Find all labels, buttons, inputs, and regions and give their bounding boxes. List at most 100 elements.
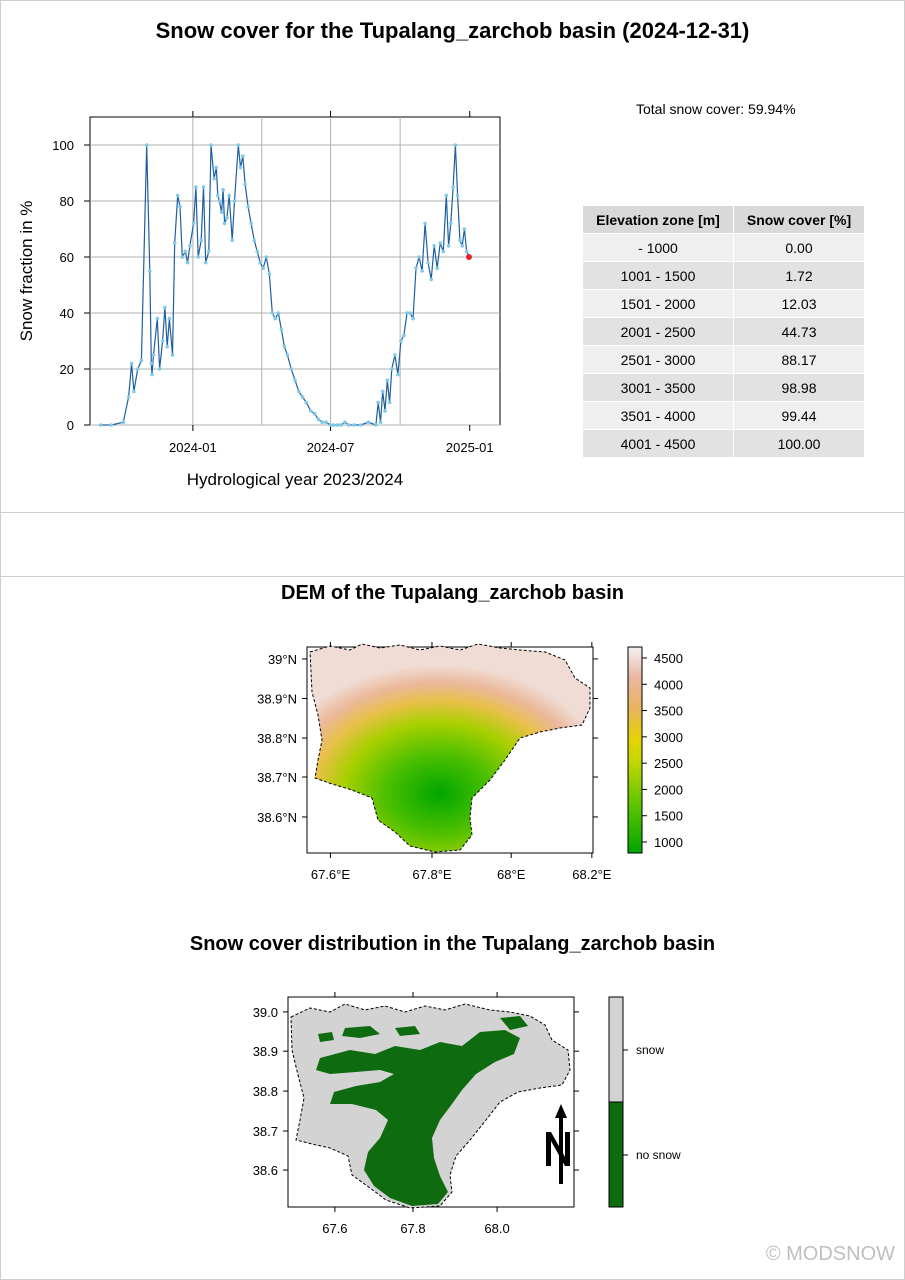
y-tick-label: 40	[60, 306, 74, 321]
data-point	[261, 266, 266, 271]
data-point	[188, 244, 192, 248]
data-point	[246, 204, 250, 209]
data-point	[429, 277, 434, 282]
snow-map-title: Snow cover distribution in the Tupalang_…	[189, 933, 716, 955]
data-point	[121, 420, 126, 425]
y-tick-label: 100	[52, 138, 74, 153]
data-point	[402, 333, 406, 338]
table-row: 3001 - 3500 98.98	[582, 373, 865, 402]
x-tick-label: 2024-01	[169, 440, 217, 455]
data-point	[423, 221, 427, 226]
data-point	[324, 420, 328, 425]
data-point	[453, 143, 458, 147]
data-point	[282, 344, 287, 349]
data-point	[150, 372, 154, 377]
data-point	[399, 339, 403, 343]
table-row: 3501 - 4000 99.44	[582, 401, 865, 430]
data-point	[378, 420, 383, 425]
y-tick-label: 39°N	[268, 652, 297, 667]
snow-fraction-line	[100, 144, 470, 426]
data-point	[414, 266, 418, 271]
data-point	[209, 143, 213, 147]
chart-y-label: Snow fraction in %	[17, 201, 36, 342]
x-tick-label: 2025-01	[446, 440, 494, 455]
data-point	[279, 328, 284, 332]
column-header-snow-cover: Snow cover [%]	[733, 205, 865, 234]
snow-cover-map: 39.0 38.9 38.8 38.7 38.6 67.6 67.8 68.0 snow no …	[253, 992, 681, 1236]
data-point	[212, 176, 216, 181]
data-point	[264, 255, 269, 259]
y-tick-label: 60	[60, 250, 74, 265]
data-point	[129, 361, 134, 366]
data-point	[339, 423, 343, 427]
data-point	[249, 221, 253, 226]
chart-series	[98, 143, 472, 427]
data-point	[157, 367, 162, 371]
chart-axes: 0 20 40 60 80 100 2024-01 2024-07 2025-01	[52, 111, 494, 455]
data-point	[276, 311, 281, 315]
data-point	[170, 353, 175, 357]
data-point	[109, 423, 113, 427]
y-tick-label: 38.9°N	[257, 692, 297, 707]
data-point	[232, 199, 237, 203]
data-point	[267, 272, 272, 276]
table-row: - 1000 0.00	[582, 233, 865, 262]
column-header-elevation: Elevation zone [m]	[582, 205, 734, 234]
data-point	[426, 260, 430, 265]
data-point	[435, 266, 440, 271]
data-point	[236, 143, 241, 147]
table-row: 1501 - 2000 12.03	[582, 289, 865, 318]
elevation-zone-cell: 4001 - 4500	[582, 429, 734, 458]
data-point	[255, 249, 259, 254]
data-point	[387, 400, 392, 405]
data-point	[258, 260, 263, 265]
data-point	[217, 199, 222, 203]
y-tick-label: 39.0	[253, 1005, 278, 1020]
data-point	[132, 389, 136, 394]
data-point	[408, 311, 412, 315]
dem-legend-bar	[627, 646, 643, 854]
data-point	[178, 204, 182, 209]
dem-basin-shape	[309, 643, 591, 853]
legend-label: 3000	[654, 730, 683, 745]
data-point	[328, 423, 333, 427]
y-tick-label: 38.7°N	[257, 770, 297, 785]
data-point	[309, 409, 313, 413]
x-tick-label: 67.8°E	[412, 867, 452, 882]
snow-cover-cell: 100.00	[733, 429, 865, 458]
elevation-zone-cell: 2001 - 2500	[582, 317, 734, 346]
elevation-zone-cell: 3001 - 3500	[582, 373, 734, 402]
data-point	[293, 378, 297, 383]
no-snow-area	[316, 1016, 528, 1206]
data-point	[230, 238, 234, 242]
data-point	[376, 400, 381, 405]
snow-cover-cell: 44.73	[733, 317, 865, 346]
data-point	[155, 316, 160, 321]
total-snow-cover: Total snow cover: 59.94%	[636, 101, 796, 117]
data-point	[304, 400, 309, 405]
data-point	[343, 420, 347, 425]
data-point	[144, 143, 149, 147]
data-point	[451, 185, 455, 189]
x-tick-label: 2024-07	[307, 440, 355, 455]
data-point	[411, 316, 415, 321]
data-point	[172, 241, 177, 245]
y-tick-label: 38.6°N	[257, 810, 297, 825]
data-point	[316, 417, 321, 422]
data-point	[460, 244, 465, 248]
snow-cover-cell: 99.44	[733, 401, 865, 430]
elevation-zone-cell: 1501 - 2000	[582, 289, 734, 318]
data-point	[420, 269, 424, 273]
dem-map-title: DEM of the Tupalang_zarchob basin	[281, 582, 624, 604]
legend-label: 2000	[654, 782, 683, 797]
data-point	[289, 367, 294, 371]
data-point	[458, 238, 462, 242]
copyright-label: © MODSNOW	[765, 1243, 895, 1265]
data-point	[216, 193, 220, 198]
current-point-marker	[465, 254, 472, 260]
data-point	[149, 361, 154, 366]
data-point	[444, 193, 449, 198]
data-point	[393, 353, 397, 357]
snow-cover-cell: 12.03	[733, 289, 865, 318]
data-point	[227, 193, 231, 198]
